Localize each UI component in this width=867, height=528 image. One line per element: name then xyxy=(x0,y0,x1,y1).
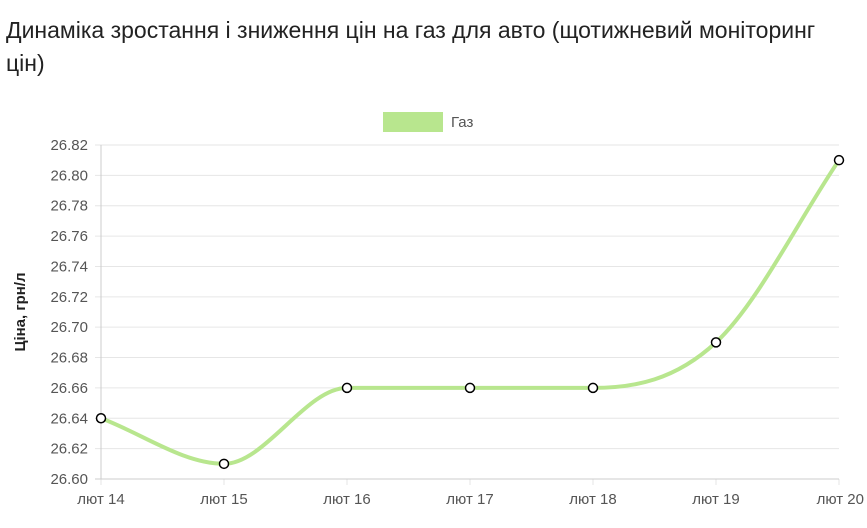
x-tick-label: лют 18 xyxy=(569,491,616,508)
data-point xyxy=(341,382,353,394)
data-point xyxy=(464,382,476,394)
x-tick-label: лют 16 xyxy=(323,491,370,508)
y-tick-label: 26.68 xyxy=(50,350,88,367)
y-tick-label: 26.74 xyxy=(50,258,88,275)
y-tick-label: 26.78 xyxy=(50,198,88,215)
y-tick-label: 26.66 xyxy=(50,380,88,397)
data-point xyxy=(587,382,599,394)
legend-label: Газ xyxy=(451,114,473,131)
y-axis-title: Ціна, грн/л xyxy=(12,272,29,351)
x-tick-label: лют 17 xyxy=(446,491,493,508)
y-tick-label: 26.82 xyxy=(50,137,88,154)
y-tick-label: 26.70 xyxy=(50,319,88,336)
y-tick-label: 26.64 xyxy=(50,410,88,427)
data-point xyxy=(833,154,845,166)
x-tick-label: лют 19 xyxy=(692,491,739,508)
chart-title: Динаміка зростання і зниження цін на газ… xyxy=(6,17,816,76)
y-tick-label: 26.76 xyxy=(50,228,88,245)
data-point xyxy=(95,413,107,424)
y-tick-label: 26.80 xyxy=(50,167,88,184)
y-tick-label: 26.62 xyxy=(50,441,88,458)
x-tick-label: лют 15 xyxy=(200,491,247,508)
y-tick-label: 26.60 xyxy=(50,471,88,488)
x-tick-label: лют 20 xyxy=(817,491,864,508)
x-tick-label: лют 14 xyxy=(77,491,124,508)
y-tick-label: 26.72 xyxy=(50,289,88,306)
data-point xyxy=(218,458,230,470)
data-point xyxy=(710,337,722,348)
legend-swatch xyxy=(383,112,443,132)
